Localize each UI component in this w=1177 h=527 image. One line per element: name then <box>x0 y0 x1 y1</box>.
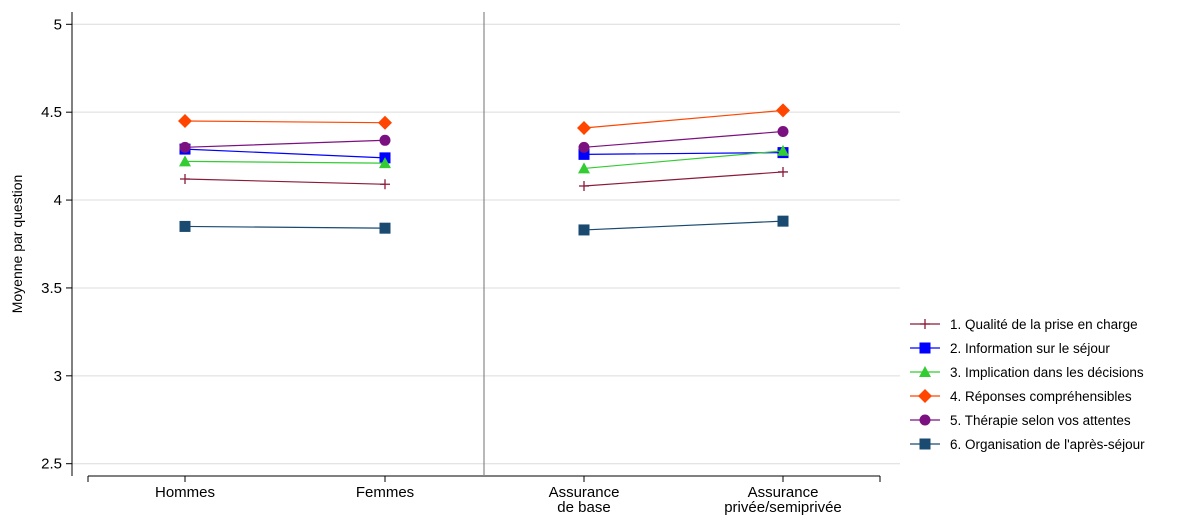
legend-label: 5. Thérapie selon vos attentes <box>950 413 1131 428</box>
y-axis-label: Moyenne par question <box>9 175 25 314</box>
y-tick-label: 3.5 <box>41 280 62 297</box>
marker <box>180 173 190 184</box>
marker <box>179 141 191 153</box>
marker <box>919 366 931 377</box>
marker <box>378 115 392 130</box>
marker <box>578 148 590 160</box>
series <box>179 144 789 174</box>
marker <box>178 113 192 128</box>
y-tick-label: 5 <box>54 16 62 33</box>
marker <box>918 389 932 403</box>
marker <box>777 215 789 227</box>
series-line <box>184 148 784 159</box>
marker <box>578 224 590 236</box>
marker <box>777 144 789 156</box>
x-tick-label: Assurance de base <box>549 484 620 516</box>
series-line <box>184 130 784 148</box>
marker <box>380 179 390 190</box>
marker <box>578 162 590 174</box>
legend-label: 3. Implication dans les décisions <box>950 365 1144 380</box>
legend-label: 6. Organisation de l'après-séjour <box>950 437 1145 452</box>
marker <box>920 319 930 329</box>
x-tick-label: Femmes <box>356 484 414 501</box>
marker <box>379 134 391 146</box>
series <box>179 126 789 153</box>
marker <box>777 126 789 138</box>
legend-label: 4. Réponses compréhensibles <box>950 389 1132 404</box>
marker <box>577 121 591 135</box>
y-tick-label: 3 <box>54 368 62 385</box>
series-line <box>184 109 784 129</box>
legend-label: 1. Qualité de la prise en charge <box>950 317 1138 332</box>
marker <box>179 220 191 232</box>
marker <box>579 181 589 191</box>
y-tick-label: 4 <box>54 192 62 209</box>
marker <box>778 166 788 177</box>
series <box>180 166 788 191</box>
y-tick-label: 2.5 <box>41 456 62 473</box>
series-line <box>184 220 784 231</box>
series <box>179 215 789 236</box>
marker <box>776 103 790 118</box>
series-line <box>184 171 784 187</box>
marker <box>379 222 391 234</box>
series <box>178 103 790 135</box>
marker <box>379 157 391 169</box>
marker <box>919 438 931 450</box>
marker <box>578 141 590 153</box>
marker <box>919 414 931 426</box>
x-tick-label: Hommes <box>155 484 215 501</box>
marker <box>919 342 931 354</box>
series-line <box>184 150 784 170</box>
marker <box>179 155 191 167</box>
legend-label: 2. Information sur le séjour <box>950 341 1110 356</box>
y-tick-label: 4.5 <box>41 104 62 121</box>
x-tick-label: Assurance privée/semiprivée <box>724 484 842 516</box>
